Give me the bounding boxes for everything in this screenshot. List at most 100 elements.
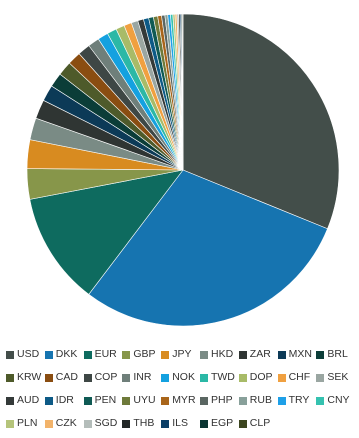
- legend-swatch: [122, 419, 131, 428]
- pie-slice-clp: [181, 13, 184, 171]
- legend-label: PEN: [94, 394, 117, 407]
- legend-swatch: [6, 419, 14, 428]
- pie-slice-dkk: [88, 169, 328, 327]
- legend-swatch: [277, 373, 286, 382]
- legend-label: AUD: [17, 394, 40, 407]
- legend-swatch: [122, 373, 131, 382]
- legend-item-chf: CHF: [277, 371, 317, 384]
- legend-label: USD: [17, 348, 40, 361]
- legend-item-try: TRY: [277, 394, 317, 407]
- legend-swatch: [199, 396, 208, 405]
- legend-item-egp: EGP: [199, 417, 239, 430]
- legend-swatch: [6, 396, 14, 405]
- legend-item-nok: NOK: [161, 372, 200, 383]
- legend-label: BRL: [327, 348, 348, 361]
- legend-item-dop: DOP: [238, 371, 278, 384]
- legend-swatch: [122, 350, 131, 359]
- legend-swatch: [6, 350, 14, 359]
- legend-item-cny: CNY: [316, 395, 355, 406]
- legend-swatch: [161, 396, 170, 405]
- legend-swatch: [238, 373, 247, 382]
- legend-label: PLN: [17, 417, 38, 430]
- legend-label: THB: [133, 417, 155, 430]
- legend-swatch: [238, 419, 247, 428]
- legend-item-cad: CAD: [44, 371, 84, 384]
- legend-label: MXN: [288, 348, 312, 361]
- legend-row: PLN CZK SGD THB ILS EGP CLP: [6, 415, 356, 432]
- legend-item-myr: MYR: [161, 395, 200, 406]
- legend-label: JPY: [172, 348, 192, 361]
- legend-swatch: [277, 396, 286, 405]
- legend-label: COP: [94, 371, 118, 384]
- legend-item-aud: AUD: [6, 395, 45, 406]
- legend-item-zar: ZAR: [238, 349, 278, 360]
- legend-swatch: [316, 396, 325, 405]
- legend-row: KRW CAD COP INR NOK TWD DOP CHF SEK: [6, 369, 356, 386]
- legend-swatch: [161, 419, 170, 428]
- legend-swatch: [316, 350, 325, 359]
- pie-slice-eur: [29, 169, 184, 295]
- legend-item-brl: BRL: [316, 349, 355, 360]
- legend-swatch: [44, 373, 53, 382]
- legend-label: DKK: [55, 348, 78, 361]
- legend-item-twd: TWD: [199, 372, 239, 383]
- legend-label: NOK: [172, 371, 195, 384]
- legend-item-sgd: SGD: [83, 418, 123, 429]
- legend-label: CZK: [55, 417, 77, 430]
- legend-item-php: PHP: [199, 394, 239, 407]
- legend-label: KRW: [17, 371, 42, 384]
- legend-item-jpy: JPY: [161, 349, 200, 360]
- legend-label: TRY: [288, 394, 310, 407]
- legend-swatch: [83, 396, 92, 405]
- legend-item-mxn: MXN: [277, 348, 317, 361]
- legend-row: USD DKK EUR GBP JPY HKD ZAR MXN BRL: [6, 346, 356, 363]
- legend-label: INR: [133, 371, 152, 384]
- legend-label: UYU: [133, 394, 156, 407]
- legend-item-usd: USD: [6, 349, 45, 360]
- legend-label: RUB: [249, 394, 272, 407]
- legend-row: AUD IDR PEN UYU MYR PHP RUB TRY CNY: [6, 392, 356, 409]
- legend-item-ils: ILS: [161, 418, 200, 429]
- legend-label: CNY: [327, 394, 350, 407]
- legend-label: MYR: [172, 394, 196, 407]
- legend-item-clp: CLP: [238, 417, 278, 430]
- legend-item-uyu: UYU: [122, 395, 161, 406]
- legend-swatch: [44, 419, 53, 428]
- legend-swatch: [83, 373, 92, 382]
- legend-swatch: [161, 373, 170, 382]
- legend-item-cop: COP: [83, 371, 123, 384]
- legend-item-pen: PEN: [83, 394, 123, 407]
- legend-swatch: [83, 419, 92, 428]
- legend-swatch: [6, 373, 14, 382]
- legend-item-dkk: DKK: [44, 348, 84, 361]
- legend-swatch: [199, 373, 208, 382]
- legend-label: CAD: [55, 371, 78, 384]
- legend-item-pln: PLN: [6, 418, 45, 429]
- legend-item-krw: KRW: [6, 372, 45, 383]
- legend-label: HKD: [210, 348, 234, 361]
- legend: USD DKK EUR GBP JPY HKD ZAR MXN BRL KRW CAD COP INR N…: [6, 346, 356, 438]
- legend-swatch: [277, 350, 286, 359]
- legend-label: EGP: [210, 417, 234, 430]
- legend-swatch: [44, 396, 53, 405]
- pie-chart: [26, 13, 340, 327]
- legend-swatch: [199, 350, 208, 359]
- legend-label: SEK: [327, 371, 349, 384]
- legend-label: IDR: [55, 394, 74, 407]
- legend-item-czk: CZK: [44, 417, 84, 430]
- legend-label: PHP: [210, 394, 233, 407]
- legend-item-gbp: GBP: [122, 349, 161, 360]
- legend-swatch: [199, 419, 208, 428]
- legend-label: CHF: [288, 371, 311, 384]
- legend-label: DOP: [249, 371, 273, 384]
- legend-swatch: [161, 350, 170, 359]
- legend-swatch: [238, 350, 247, 359]
- legend-swatch: [238, 396, 247, 405]
- legend-item-sek: SEK: [316, 372, 355, 383]
- pie-slice-usd: [182, 13, 340, 230]
- legend-swatch: [44, 350, 53, 359]
- legend-item-inr: INR: [122, 372, 161, 383]
- legend-item-thb: THB: [122, 418, 161, 429]
- legend-label: EUR: [94, 348, 117, 361]
- legend-label: CLP: [249, 417, 271, 430]
